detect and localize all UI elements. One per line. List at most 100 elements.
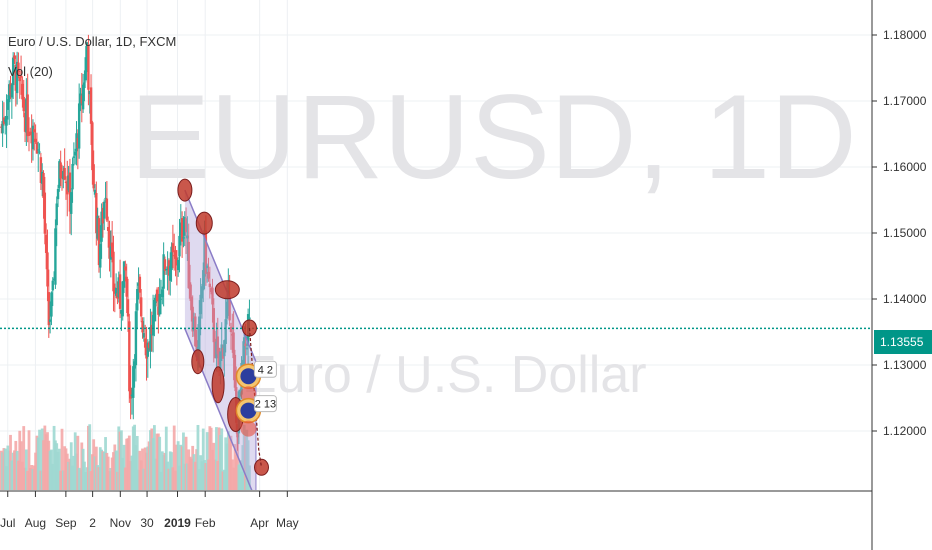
x-tick-label: Apr [250,516,269,530]
candle-body [114,287,118,296]
candle-body [9,83,12,96]
candle-body [31,125,35,150]
candle-body [116,293,119,299]
candle-body [54,228,57,285]
pivot-marker [214,280,240,300]
candle-body [229,326,233,333]
candle-body [35,142,39,154]
candle-body [163,259,167,271]
candle-body [85,42,89,58]
candle-body [202,270,205,291]
candle-body [79,93,82,106]
candle-body [220,344,223,356]
candle-body [224,319,227,344]
candle-body [97,218,101,266]
candle-body [6,99,10,110]
candle-body [215,341,218,359]
candle-body [5,115,8,126]
volume-bars [0,424,251,490]
candle-body [216,336,219,355]
indicator-label: Vol (20) [8,64,53,79]
candle-body [109,246,113,260]
candle-body [113,287,116,294]
candle-body [83,82,86,89]
x-tick-label: 2019 [164,516,191,530]
candle-body [154,295,157,304]
y-tick-label: 1.17000 [883,94,927,108]
volume-bar [76,435,80,490]
candle-body [140,297,143,317]
candle-body [191,306,194,332]
candles [0,34,251,451]
candle-body [71,163,74,190]
candle-body [50,292,53,317]
candle-body [245,347,248,350]
volume-bar [164,426,168,490]
candle-body [126,299,130,317]
candle-body [70,192,73,214]
candle-body [136,289,139,311]
candle-body [159,298,163,300]
candle-body [13,55,16,59]
candle-body [84,57,87,81]
candle-body [179,222,182,236]
candle-body [124,266,127,271]
badges: 4 2 2 13 [235,360,277,437]
legend: Euro / U.S. Dollar, 1D, FXCM Vol (20) [8,27,176,87]
candle-body [145,346,148,359]
candle-body [150,324,153,335]
candle-body [180,218,184,242]
candle-body [110,242,114,258]
candle-body [18,76,21,82]
watermark-name: Euro / U.S. Dollar [242,346,647,404]
candle-body [21,83,24,100]
candle-body [4,119,7,122]
candle-body [51,280,54,291]
candle-body [147,342,151,348]
candle-body [122,261,126,288]
x-tick-label: 30 [140,516,154,530]
candle-body [190,297,193,311]
candle-body [120,309,123,314]
candle-body [132,366,135,398]
candle-body [87,44,90,90]
candle-body [41,171,44,184]
volume-bar [220,428,224,490]
candle-body [149,327,152,352]
time-axis: Jul Aug Sep 2 Nov 30 2019 Feb Apr May [0,491,299,530]
candle-body [80,95,83,104]
candle-body [101,207,105,224]
candle-body [112,251,115,292]
candle-body [225,301,229,319]
candle-body [233,354,237,388]
x-tick-label: Aug [25,516,46,530]
y-tick-label: 1.13000 [883,358,927,372]
candle-body [76,137,80,148]
candle-body [187,241,190,289]
volume-bar [153,425,156,490]
candle-body [219,351,222,372]
candle-body [22,96,25,112]
candle-body [64,181,68,184]
candle-body [38,151,41,153]
candle-body [56,188,60,200]
x-tick-label: Feb [195,516,216,530]
candle-body [117,277,120,297]
candle-body [89,87,93,124]
candle-body [137,283,140,286]
candle-body [75,133,78,152]
candle-body [128,321,131,392]
volume-bar [182,432,185,490]
candle-body [211,287,214,305]
candle-body [203,230,206,277]
candle-body [223,340,226,357]
candle-body [42,172,45,198]
flag-icon [240,420,257,437]
volume-bar [88,424,92,490]
candle-body [92,164,95,189]
candle-body [105,198,109,221]
candle-body [167,260,171,276]
candle-body [63,167,66,180]
candle-body [23,112,27,132]
candle-body [228,296,231,321]
